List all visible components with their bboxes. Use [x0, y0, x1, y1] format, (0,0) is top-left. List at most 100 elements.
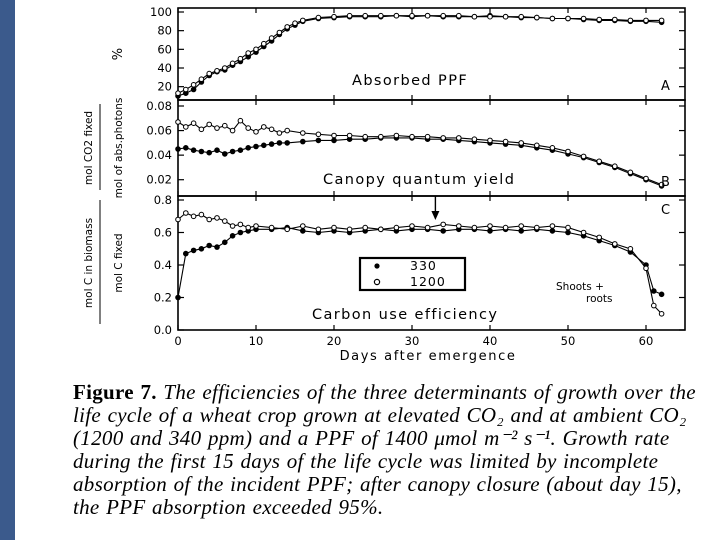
data-point-C-1200-24: [471, 224, 478, 231]
data-point-B-330-1: [183, 145, 189, 151]
data-point-B-1200-20: [378, 133, 384, 140]
y-axis-label-top-C: mol C in biomass: [83, 218, 95, 308]
panel-frame-C: [177, 195, 686, 331]
panel-letter-C: C: [661, 203, 670, 218]
annotation-shoots: Shoots +: [556, 281, 604, 293]
data-point-B-1200-33: [580, 153, 587, 160]
data-point-C-330-7: [229, 233, 236, 239]
data-point-A-1200-23: [409, 12, 415, 19]
canopy-closure-arrow: [431, 196, 440, 220]
arrow-head: [431, 211, 440, 220]
data-point-B-1200-7: [229, 127, 236, 134]
data-point-C-330-27: [518, 228, 525, 234]
data-point-B-1200-14: [284, 127, 291, 134]
panel-letter-A: A: [661, 79, 670, 94]
data-point-C-330-8: [237, 229, 244, 236]
data-point-A-1200-9: [245, 50, 251, 56]
data-point-C-1200-18: [378, 226, 384, 233]
data-point-B-1200-29: [518, 140, 525, 146]
data-point-B-1200-0: [175, 119, 181, 125]
data-point-B-1200-19: [362, 133, 369, 140]
data-point-B-1200-36: [627, 169, 634, 176]
data-point-A-1200-32: [549, 15, 556, 22]
y-tick-label-A-1: 40: [157, 61, 172, 75]
data-point-C-1200-6: [222, 218, 228, 224]
y-tick-label-C-1: 0.2: [154, 291, 172, 305]
figure-caption: Figure 7. The efficiencies of the three …: [73, 381, 713, 519]
data-point-B-330-8: [237, 147, 244, 153]
data-point-C-1200-7: [229, 223, 236, 229]
data-point-B-330-13: [276, 140, 283, 146]
data-point-A-1200-14: [284, 24, 291, 30]
data-point-B-330-5: [214, 147, 220, 153]
data-point-B-330-6: [222, 151, 228, 157]
data-point-A-1200-11: [261, 40, 267, 47]
x-tick-label-4: 40: [483, 334, 498, 348]
data-point-B-330-7: [229, 148, 236, 155]
data-point-A-1200-35: [596, 16, 603, 23]
data-point-A-1200-18: [331, 13, 337, 20]
data-point-B-1200-24: [440, 135, 447, 141]
data-point-B-1200-21: [393, 132, 400, 139]
y-axis-label-bottom-B: mol of abs.photons: [113, 98, 125, 199]
data-point-B-1200-13: [276, 130, 283, 136]
x-tick-label-1: 10: [249, 334, 264, 348]
y-tick-label-A-0: 20: [157, 80, 172, 94]
data-point-B-1200-18: [346, 132, 353, 139]
data-point-B-1200-12: [268, 126, 275, 133]
data-point-A-1200-31: [534, 14, 540, 21]
legend-marker-open: [373, 278, 381, 286]
data-point-C-1200-22: [440, 221, 447, 228]
data-point-B-1200-5: [214, 125, 220, 131]
data-point-B-1200-16: [315, 131, 322, 138]
data-point-A-1200-15: [292, 20, 298, 27]
data-point-B-330-3: [198, 148, 205, 155]
legend-label-330: 330: [410, 258, 437, 273]
panel-title-C: Carbon use efficiency: [312, 307, 498, 323]
data-point-C-1200-16: [346, 226, 353, 233]
data-point-B-330-2: [190, 147, 197, 153]
data-point-C-1200-14: [315, 226, 322, 233]
annotation-roots: roots: [586, 293, 613, 305]
data-point-C-1200-33: [612, 241, 618, 247]
x-tick-label-0: 0: [174, 334, 181, 348]
data-point-B-1200-9: [245, 125, 251, 131]
data-point-B-330-4: [206, 149, 212, 156]
data-point-B-330-16: [315, 137, 322, 144]
panel-letter-B: B: [661, 175, 670, 190]
figure-caption-text: The efficiencies of the three determinan…: [73, 380, 696, 519]
y-tick-label-C-2: 0.4: [154, 258, 172, 272]
panel-title-A: Absorbed PPF: [352, 73, 468, 89]
data-point-C-1200-34: [627, 246, 634, 252]
data-point-A-1200-7: [229, 60, 236, 67]
data-point-C-1200-0: [175, 216, 181, 223]
y-axis-unit-A: %: [111, 48, 126, 60]
data-point-A-1200-2: [190, 82, 197, 88]
y-tick-label-B-0: 0.02: [146, 173, 172, 187]
data-point-B-330-9: [245, 145, 251, 151]
data-point-B-1200-26: [471, 136, 478, 142]
y-tick-label-C-4: 0.8: [154, 193, 172, 207]
data-point-B-330-15: [300, 138, 306, 145]
series-line-A-1200: [177, 15, 662, 94]
data-point-B-1200-2: [190, 120, 197, 126]
data-point-A-1200-6: [222, 65, 228, 71]
data-point-B-1200-32: [565, 148, 571, 155]
x-tick-label-6: 60: [639, 334, 654, 348]
data-point-A-1200-20: [362, 12, 369, 19]
data-point-B-1200-23: [424, 133, 431, 140]
data-point-C-1200-25: [487, 223, 493, 229]
data-point-C-1200-5: [214, 215, 220, 221]
data-point-C-1200-23: [456, 223, 462, 229]
data-point-B-1200-10: [253, 129, 259, 135]
data-point-B-1200-17: [331, 132, 337, 139]
x-axis-title: Days after emergence: [340, 349, 517, 364]
data-point-C-330-0: [175, 294, 181, 301]
data-point-C-330-13: [300, 228, 306, 234]
data-point-B-1200-8: [237, 117, 244, 124]
data-point-A-1200-1: [183, 86, 189, 93]
x-tick-label-2: 20: [327, 334, 342, 348]
data-point-B-1200-1: [183, 124, 189, 130]
data-point-A-1200-36: [612, 16, 618, 23]
